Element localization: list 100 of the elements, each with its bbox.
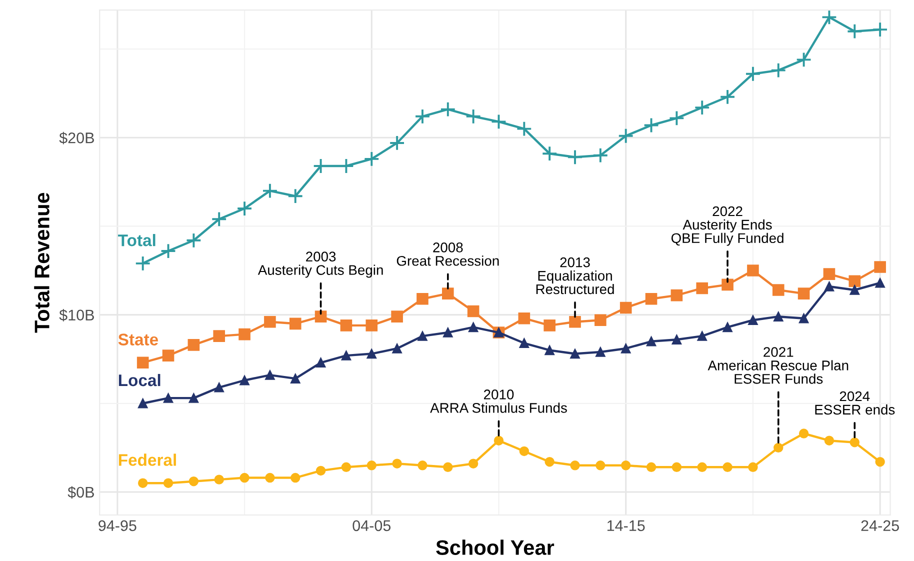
x-tick-label: 94-95 — [98, 520, 136, 532]
point — [874, 261, 886, 273]
point — [570, 460, 580, 470]
point — [850, 438, 860, 448]
point — [162, 350, 174, 362]
point — [240, 375, 250, 386]
x-tick-label: 14-15 — [607, 520, 645, 532]
point — [340, 320, 352, 332]
point — [875, 456, 885, 467]
point — [364, 150, 380, 167]
point — [596, 460, 606, 470]
point — [211, 211, 228, 228]
point — [668, 110, 685, 126]
point — [745, 66, 761, 82]
point — [366, 320, 378, 332]
point — [770, 62, 786, 78]
series-label: Local — [118, 374, 160, 386]
point — [341, 462, 352, 472]
annotation: 2022 Austerity Ends QBE Fully Funded — [671, 206, 784, 246]
point — [442, 288, 454, 300]
annotation: 2024 ESSER ends — [815, 391, 895, 415]
point — [720, 88, 736, 105]
point — [163, 478, 174, 488]
point — [138, 478, 148, 488]
point — [265, 472, 275, 483]
point — [414, 108, 430, 124]
point — [848, 275, 861, 288]
point — [516, 120, 532, 137]
y-tick-label: $0B — [68, 486, 94, 499]
point — [418, 460, 428, 470]
point — [646, 462, 656, 472]
point — [290, 374, 300, 384]
point — [696, 282, 708, 294]
point — [265, 370, 275, 380]
point — [392, 458, 402, 468]
series-label: Federal — [118, 454, 176, 466]
point — [722, 278, 734, 291]
point — [620, 344, 631, 354]
point — [618, 128, 634, 144]
point — [138, 398, 148, 408]
point — [821, 10, 838, 26]
point — [341, 350, 352, 360]
point — [643, 117, 660, 134]
point — [824, 282, 834, 292]
point — [592, 147, 608, 164]
point — [160, 243, 176, 259]
annotation: 2010 ARRA Stimulus Funds — [430, 390, 567, 413]
point — [694, 100, 710, 116]
point — [596, 347, 606, 357]
point — [846, 23, 863, 40]
y-tick-label: $10B — [59, 309, 94, 322]
point — [567, 149, 583, 166]
point — [798, 313, 809, 324]
point — [134, 256, 151, 272]
point — [366, 348, 376, 359]
point — [620, 302, 632, 314]
point — [672, 462, 682, 472]
point — [389, 135, 405, 151]
point — [748, 315, 758, 325]
point — [443, 328, 453, 338]
point — [774, 442, 784, 453]
point — [440, 101, 456, 118]
point — [646, 336, 656, 346]
point — [796, 52, 812, 68]
x-axis-title: School Year — [436, 540, 554, 555]
series-label: State — [118, 334, 158, 346]
annotation: 2003 Austerity Cuts Begin — [258, 252, 383, 278]
point — [772, 284, 784, 296]
point — [314, 310, 327, 322]
point — [186, 232, 202, 248]
point — [316, 358, 326, 368]
point — [850, 285, 860, 295]
point — [823, 268, 836, 280]
point — [544, 345, 554, 356]
point — [494, 436, 504, 446]
point — [418, 331, 428, 341]
point — [490, 114, 507, 130]
point — [518, 312, 530, 324]
series-label: Total — [118, 234, 156, 246]
annotation: 2008 Great Recession — [396, 242, 499, 266]
point — [875, 278, 885, 288]
point — [238, 328, 250, 340]
point — [262, 182, 278, 199]
point — [798, 428, 809, 438]
annotation: 2013 Equalization Restructured — [536, 257, 614, 294]
y-tick-label: $20B — [59, 132, 94, 144]
y-axis-title: Total Revenue — [34, 192, 50, 333]
point — [645, 292, 658, 305]
point — [569, 316, 581, 328]
point — [188, 339, 200, 351]
point — [391, 310, 403, 322]
point — [542, 146, 558, 162]
point — [443, 462, 453, 472]
point — [264, 316, 276, 328]
point — [163, 393, 174, 403]
x-tick-label: 24-25 — [861, 520, 899, 532]
point — [544, 456, 554, 467]
point — [214, 382, 224, 392]
point — [290, 472, 300, 483]
point — [722, 322, 732, 332]
